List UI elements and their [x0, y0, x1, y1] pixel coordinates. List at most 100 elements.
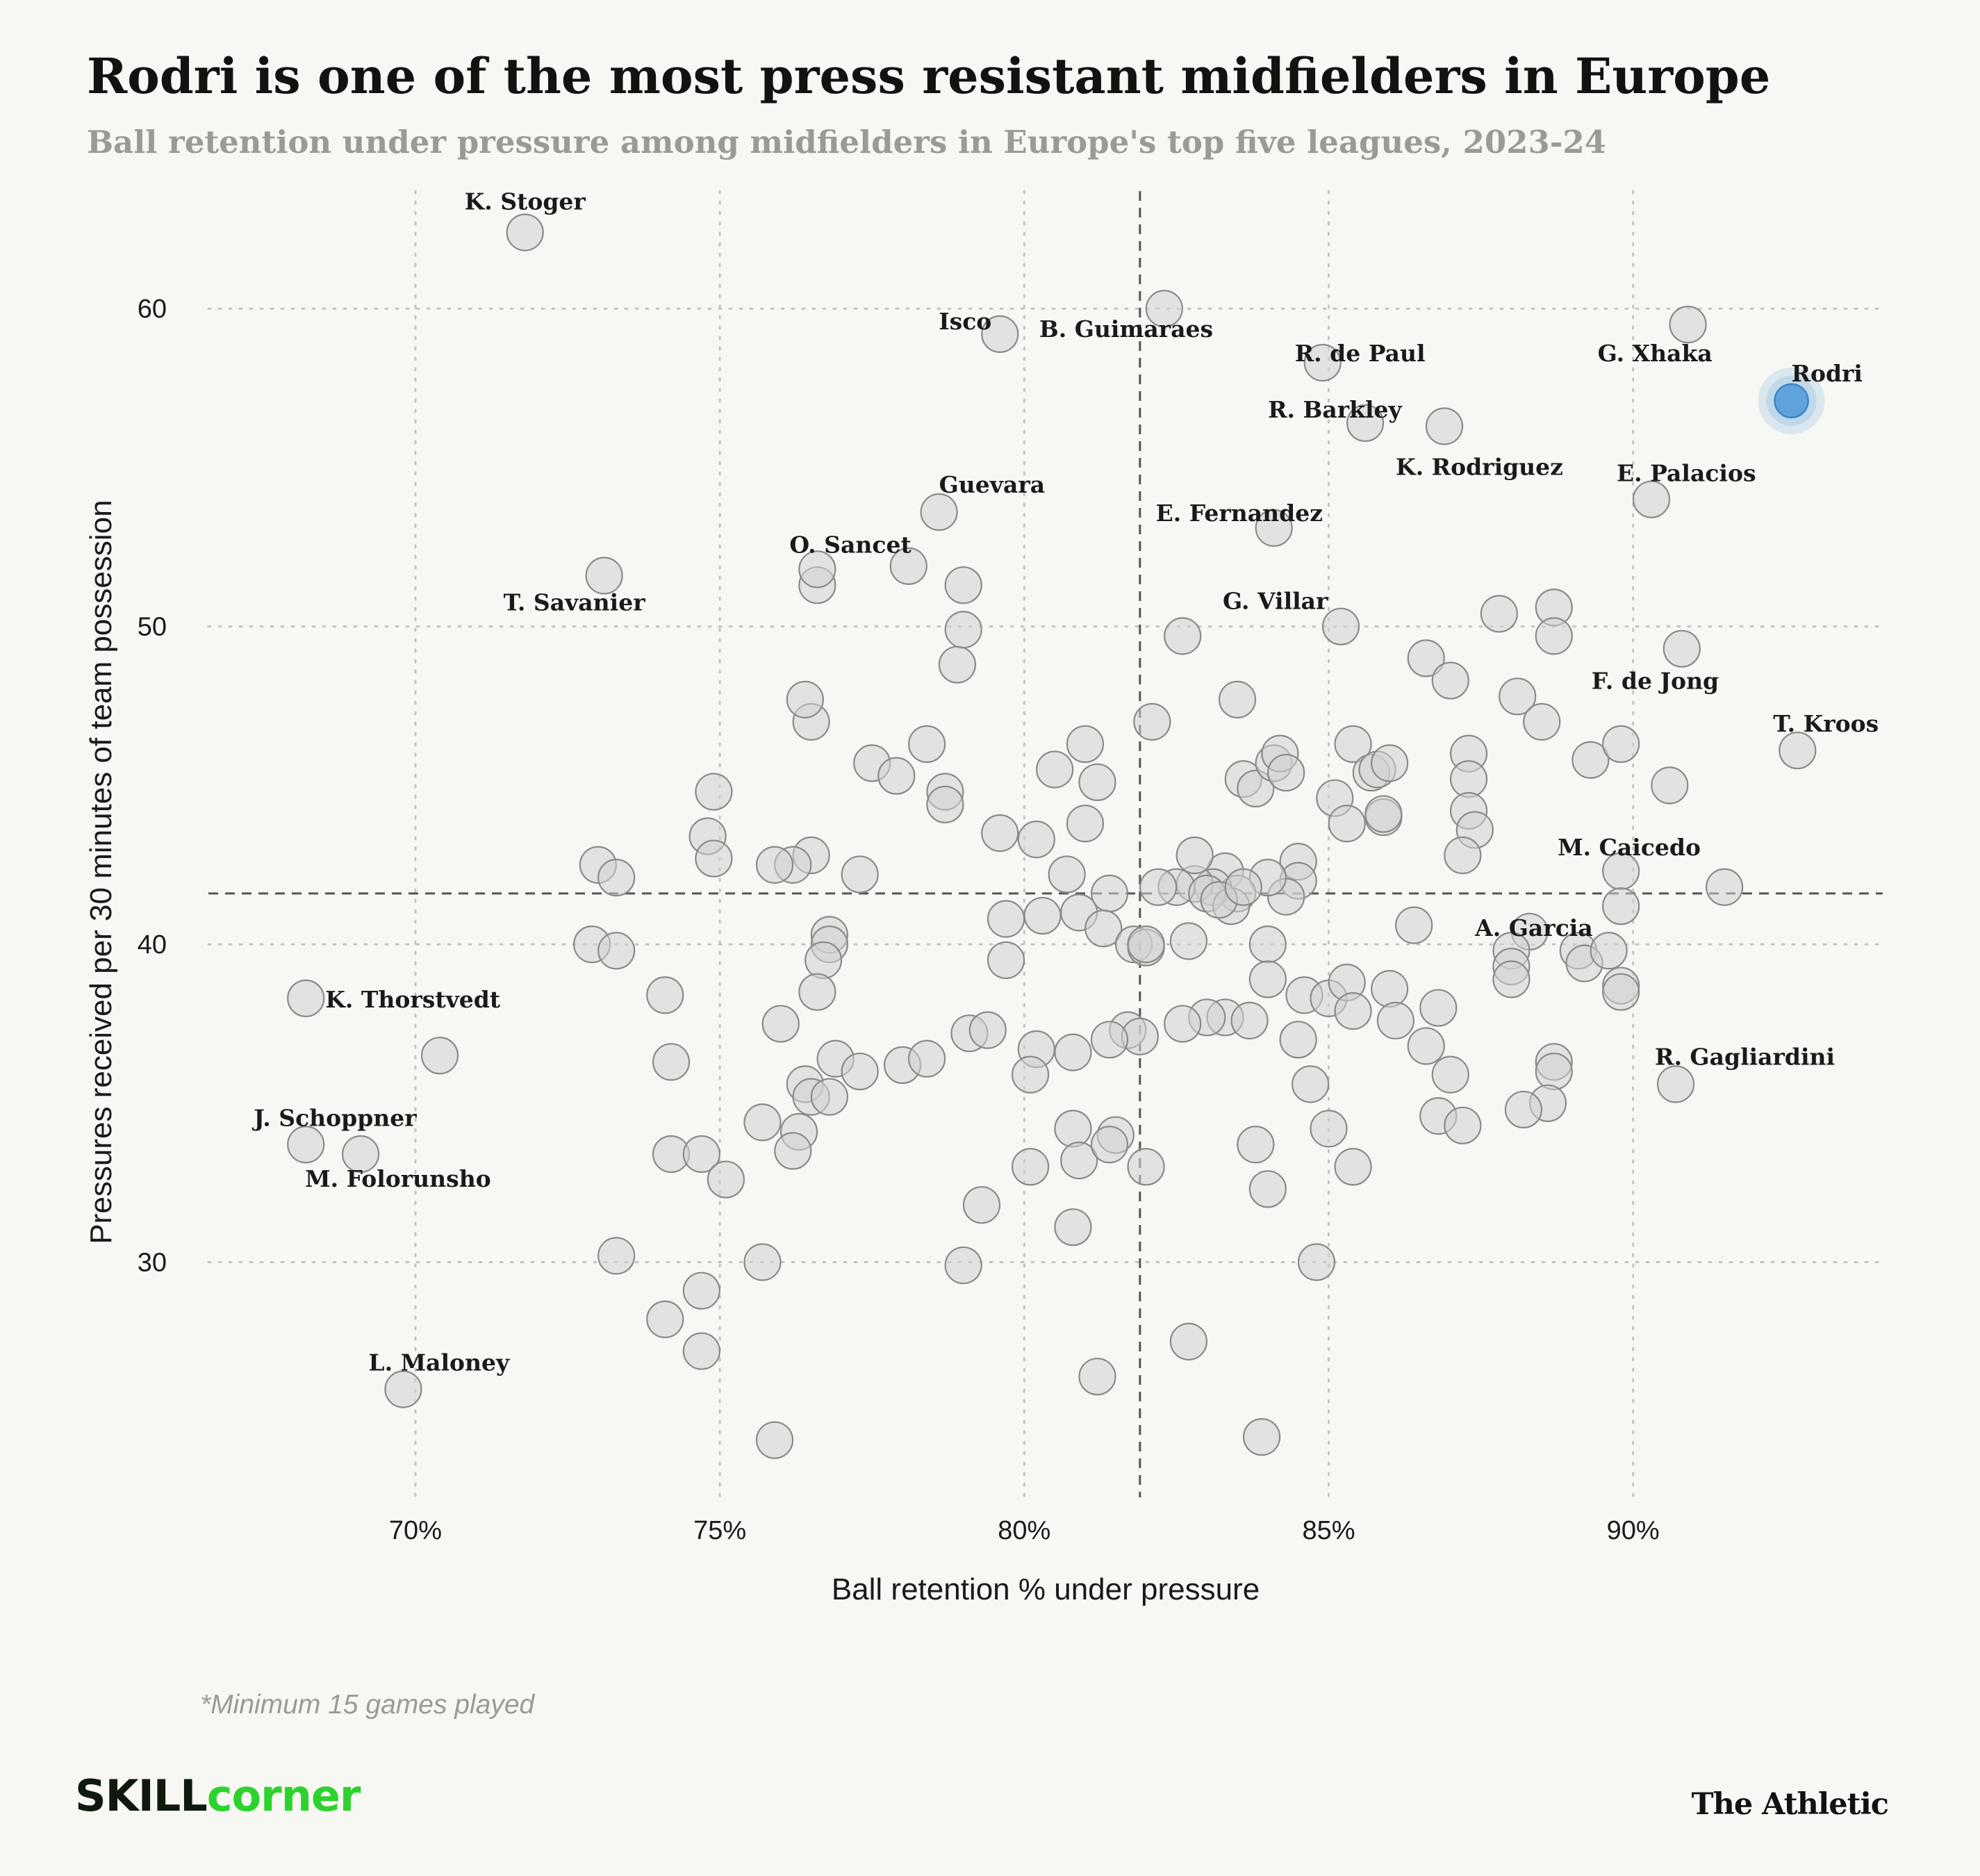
data-point — [1023, 896, 1062, 935]
point-label-m-caicedo: M. Caicedo — [1558, 834, 1701, 861]
data-point — [1218, 680, 1257, 718]
data-point-g-xhaka — [1669, 306, 1707, 344]
data-point — [1237, 1126, 1275, 1164]
x-tick-label: 80% — [998, 1516, 1050, 1545]
data-point — [646, 976, 684, 1014]
data-point-o-sancet — [798, 550, 836, 589]
data-point — [1054, 1033, 1092, 1071]
data-point — [981, 814, 1019, 853]
logo-part-skill: SKILL — [75, 1770, 208, 1821]
data-point — [1164, 617, 1202, 655]
data-point — [1279, 1021, 1317, 1059]
data-point — [1139, 868, 1178, 906]
data-point — [1017, 821, 1055, 859]
point-label-f-de-jong: F. de Jong — [1592, 668, 1719, 695]
data-point — [805, 941, 843, 980]
data-point — [1431, 661, 1469, 700]
data-point — [944, 566, 982, 604]
data-point — [1127, 925, 1165, 964]
data-points — [287, 213, 1825, 1459]
axis-ticks: 70% 75% 80% 85% 90% 30 40 50 60 — [138, 295, 1660, 1545]
data-point — [1169, 1322, 1208, 1360]
point-label-k-rodriguez: K. Rodriguez — [1396, 453, 1563, 480]
data-point — [1011, 1148, 1050, 1186]
data-point — [1054, 1110, 1092, 1148]
point-label-r-gagliardini: R. Gagliardini — [1655, 1043, 1835, 1070]
data-point — [420, 1037, 459, 1075]
y-tick-label: 60 — [138, 295, 167, 324]
data-point — [1499, 677, 1537, 716]
point-label-k-stoger: K. Stoger — [465, 188, 586, 215]
data-point — [968, 1011, 1007, 1049]
data-point — [987, 941, 1025, 980]
point-label-g-villar: G. Villar — [1223, 588, 1328, 615]
point-label-t-kroos: T. Kroos — [1773, 710, 1879, 737]
point-label-r-barkley: R. Barkley — [1268, 396, 1402, 423]
data-point — [597, 858, 636, 897]
data-point-k-rodriguez — [1425, 407, 1464, 445]
data-point — [1449, 760, 1488, 798]
data-point-m-folorunsho — [341, 1135, 380, 1174]
data-point — [1571, 741, 1610, 779]
data-point — [1651, 766, 1689, 805]
data-point — [1066, 725, 1105, 764]
data-point-t-savanier — [585, 557, 623, 595]
data-point-isco — [981, 315, 1019, 353]
logo-part-corner: corner — [206, 1770, 361, 1821]
x-tick-label: 85% — [1302, 1516, 1355, 1545]
data-point — [1492, 960, 1531, 998]
data-point — [597, 1237, 636, 1275]
data-point — [761, 1005, 800, 1043]
y-tick-label: 40 — [138, 930, 167, 960]
data-point — [1328, 805, 1366, 843]
data-point — [1169, 922, 1208, 960]
point-label-guevara: Guevara — [939, 471, 1046, 498]
data-point-e-palacios — [1632, 480, 1671, 518]
data-point — [1419, 989, 1458, 1027]
point-label-m-folorunsho: M. Folorunsho — [305, 1165, 491, 1192]
point-label-isco: Isco — [939, 308, 991, 335]
data-point-k-stoger — [506, 213, 544, 252]
data-point — [597, 932, 636, 970]
data-point — [987, 900, 1025, 938]
data-point — [743, 1243, 782, 1281]
data-point — [1480, 595, 1518, 633]
y-tick-label: 30 — [138, 1249, 167, 1278]
data-point-b-guimaraes — [1145, 290, 1183, 328]
y-axis-label: Pressures received per 30 minutes of tea… — [84, 500, 118, 1244]
data-point — [1310, 1110, 1348, 1148]
data-point — [1133, 702, 1171, 741]
point-label-g-xhaka: G. Xhaka — [1598, 340, 1713, 367]
data-point — [1602, 725, 1640, 764]
data-point — [908, 725, 946, 764]
data-point — [1334, 725, 1372, 764]
data-point — [1376, 1001, 1415, 1039]
data-point-a-garcia — [1602, 887, 1640, 925]
data-point — [944, 611, 982, 649]
data-point — [889, 547, 927, 585]
data-point — [682, 1332, 720, 1370]
data-point-r-barkley — [1346, 404, 1385, 443]
data-point — [695, 773, 733, 811]
point-label-rodri: Rodri — [1792, 360, 1863, 387]
data-point — [682, 1272, 720, 1310]
point-labels: K. Stoger Isco B. Guimaraes R. de Paul G. Xh… — [251, 188, 1879, 1376]
data-point — [1036, 750, 1074, 789]
data-point — [743, 1103, 782, 1142]
data-point — [962, 1186, 1001, 1224]
data-point — [755, 846, 794, 884]
data-point — [1078, 763, 1116, 801]
data-point — [877, 757, 916, 795]
data-point — [786, 680, 824, 718]
the-athletic-logo: The Athletic — [1691, 1787, 1889, 1822]
data-point — [1602, 973, 1640, 1011]
skillcorner-logo: SKILLcorner — [75, 1770, 361, 1821]
point-label-r-de-paul: R. de Paul — [1295, 340, 1426, 367]
data-point — [1334, 1148, 1372, 1186]
data-point — [1090, 1021, 1129, 1059]
point-label-l-maloney: L. Maloney — [368, 1349, 510, 1376]
point-label-j-schoppner: J. Schoppner — [251, 1104, 417, 1131]
data-point-t-kroos — [1779, 731, 1817, 770]
data-point — [841, 1052, 879, 1091]
data-point-e-fernandez — [1255, 509, 1293, 547]
